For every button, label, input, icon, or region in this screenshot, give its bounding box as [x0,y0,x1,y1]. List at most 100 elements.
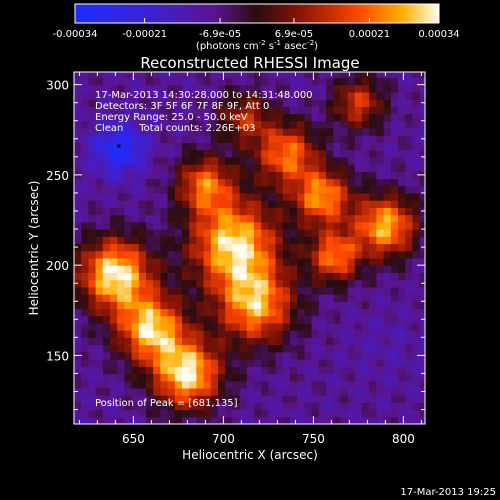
heatmap-cell [333,113,341,122]
heatmap-cell [146,91,154,100]
heatmap-cell [160,127,169,136]
heatmap-cell [131,149,140,158]
heatmap-cell [239,149,248,158]
heatmap-cell [333,185,341,194]
heatmap-cell [333,294,341,302]
heatmap-cell [290,164,298,172]
colorbar [74,3,440,24]
heatmap-cell [146,99,154,107]
heatmap-cell [74,221,82,230]
heatmap-cell [362,221,370,230]
heatmap-cell [146,351,154,360]
heatmap-cell [412,207,421,216]
heatmap-cell [160,380,169,389]
heatmap-cell [268,192,277,201]
x-tick-label: 800 [392,432,415,446]
heatmap-cell [347,135,356,143]
heatmap-cell [318,84,327,93]
heatmap-cell [318,279,327,288]
heatmap-cell [304,286,313,295]
heatmap-cell [167,279,176,288]
heatmap-cell [174,149,183,158]
heatmap-cell [311,344,320,353]
heatmap-cell [326,344,334,353]
heatmap-cell [81,229,89,237]
heatmap-cell [304,315,313,324]
heatmap-cell [326,279,334,288]
heatmap-cell [340,272,349,281]
heatmap-cell [297,84,305,93]
heatmap-cell [153,192,161,201]
heatmap-cell [160,236,169,245]
heatmap-cell [203,221,212,230]
heatmap-cell [275,91,284,100]
heatmap-cell [362,308,370,317]
heatmap-cell [102,149,111,158]
heatmap-cell [297,366,305,375]
heatmap-cell [354,344,363,353]
heatmap-cell [275,142,284,151]
heatmap-cell [131,106,140,115]
heatmap-cell [196,409,205,418]
heatmap-cell [146,192,154,201]
heatmap-cell [268,221,277,230]
heatmap-cell [246,257,255,266]
heatmap-cell [167,380,176,389]
heatmap-cell [189,236,197,245]
heatmap-cell [174,286,183,295]
heatmap-cell [398,279,406,288]
heatmap-cell [95,156,104,165]
heatmap-cell [290,286,298,295]
heatmap-cell [297,279,305,288]
heatmap-cell [419,221,425,230]
heatmap-cell [390,91,399,100]
heatmap-cell [210,409,219,418]
heatmap-cell [254,330,262,338]
heatmap-cell [131,164,140,172]
heatmap-cell [81,113,89,122]
heatmap-cell [95,84,104,93]
heatmap-cell [290,322,298,331]
heatmap-cell [282,214,291,223]
heatmap-cell [189,301,197,310]
heatmap-cell [412,308,421,317]
heatmap-cell [261,265,269,273]
heatmap-cell [110,351,118,360]
heatmap-cell [203,250,212,259]
heatmap-cell [117,416,125,424]
heatmap-cell [117,409,125,418]
heatmap-cell [347,387,356,396]
heatmap-cell [246,344,255,353]
heatmap-cell [419,308,425,317]
heatmap-cell [246,416,255,424]
heatmap-cell [290,351,298,360]
heatmap-cell [412,135,421,143]
heatmap-cell [182,135,190,143]
heatmap-cell [290,257,298,266]
heatmap-cell [318,301,327,310]
heatmap-cell [189,330,197,338]
heatmap-cell [398,351,406,360]
heatmap-cell [412,301,421,310]
heatmap-cell [419,127,425,136]
heatmap-cell [174,84,183,93]
heatmap-cell [167,178,176,187]
heatmap-cell [290,402,298,411]
heatmap-cell [239,366,248,375]
heatmap-cell [318,185,327,194]
heatmap-cell [275,366,284,375]
heatmap-cell [275,294,284,302]
heatmap-cell [174,359,183,367]
heatmap-cell [398,99,406,107]
heatmap-cell [297,315,305,324]
heatmap-cell [218,286,226,295]
heatmap-cell [405,99,413,107]
heatmap-cell [225,149,233,158]
heatmap-cell [95,149,104,158]
heatmap-cell [203,395,212,403]
heatmap-cell [210,416,219,424]
heatmap-cell [210,308,219,317]
heatmap-cell [398,373,406,382]
heatmap-cell [412,322,421,331]
heatmap-cell [412,229,421,237]
